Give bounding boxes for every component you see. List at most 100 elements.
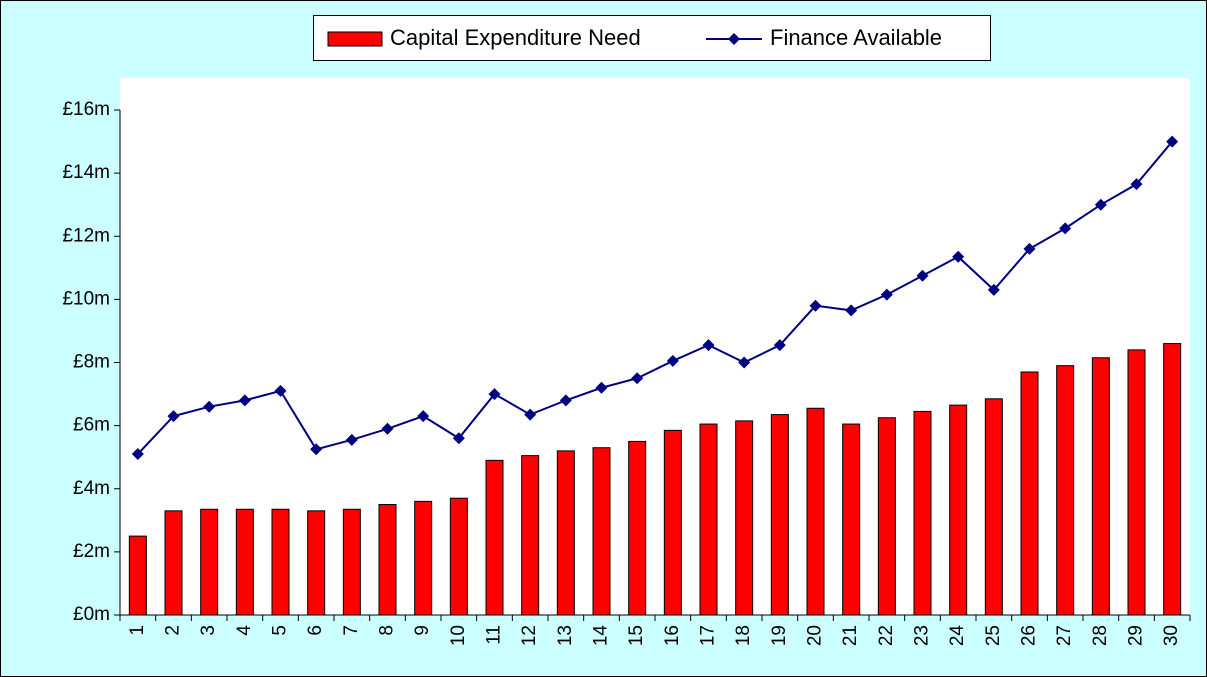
marker [203,400,216,413]
marker [1166,135,1179,148]
bar [806,407,825,616]
x-tick-label: 2 [163,625,184,636]
bar [1020,371,1039,616]
plot-area [120,78,1190,615]
bar [378,504,397,616]
marker [559,394,572,407]
marker [702,339,715,352]
marker [1130,178,1143,191]
x-tick-label: 20 [805,625,826,646]
x-tick-label: 14 [591,625,612,647]
x-tick-label: 30 [1161,625,1182,646]
y-tick-label: £8m [73,352,110,373]
x-tick-label: 17 [698,625,719,646]
marker [916,269,929,282]
y-tick-label: £6m [73,415,110,436]
bar [842,423,861,616]
marker [131,448,144,461]
bar [592,447,611,616]
marker [773,339,786,352]
legend-box [313,15,991,61]
x-tick-label: 19 [769,625,790,646]
bar [1163,343,1182,616]
bar [1091,357,1110,616]
bar [1056,365,1075,616]
legend-label: Finance Available [770,25,942,50]
marker [809,299,822,312]
x-tick-label: 16 [662,625,683,646]
line [137,140,1173,455]
marker [1059,222,1072,235]
marker [238,394,251,407]
marker [880,288,893,301]
bar [877,417,896,616]
marker [167,410,180,423]
x-tick-label: 15 [626,625,647,646]
bar [913,410,932,616]
x-tick-label: 28 [1090,625,1111,646]
bar [984,398,1003,616]
marker [631,372,644,385]
marker [738,356,751,369]
x-tick-label: 7 [341,625,362,636]
x-tick-label: 11 [484,625,505,645]
legend-swatch [327,31,383,47]
bar [1127,349,1146,616]
x-tick-label: 12 [519,625,540,646]
marker [845,304,858,317]
marker [952,250,965,263]
bar [200,508,219,616]
bar [699,423,718,616]
bar [449,497,468,616]
x-tick-label: 8 [377,625,398,636]
marker [488,388,501,401]
x-tick-label: 26 [1019,625,1040,646]
y-tick-label: £4m [73,478,110,499]
bar [307,510,326,616]
x-tick-label: 29 [1126,625,1147,646]
legend-marker [728,33,740,45]
marker [310,443,323,456]
bar [414,500,433,616]
bar [485,459,504,616]
marker [1094,198,1107,211]
y-tick-label: £12m [62,225,110,246]
marker [345,433,358,446]
marker [381,422,394,435]
bar [521,455,540,616]
bar [735,420,754,616]
x-tick-label: 27 [1054,625,1075,646]
marker [595,381,608,394]
bar [235,508,254,616]
x-tick-label: 21 [840,625,861,646]
marker [987,283,1000,296]
bar [556,450,575,616]
marker [524,408,537,421]
x-tick-label: 10 [448,625,469,646]
marker [274,384,287,397]
x-tick-label: 5 [270,625,291,636]
y-tick-label: £2m [73,541,110,562]
x-tick-label: 23 [912,625,933,646]
bar [271,508,290,616]
y-tick-label: £10m [62,288,110,309]
x-tick-label: 13 [555,625,576,646]
x-tick-label: 25 [983,625,1004,646]
x-tick-label: 1 [127,625,148,636]
bar [770,414,789,616]
bar [164,510,183,616]
y-tick-label: £14m [62,162,110,183]
x-tick-label: 22 [876,625,897,646]
bar [628,440,647,616]
bar [949,404,968,616]
marker [417,410,430,423]
x-tick-label: 4 [234,625,255,636]
marker [452,432,465,445]
legend-label: Capital Expenditure Need [390,25,641,50]
marker [666,354,679,367]
bar [663,429,682,616]
y-tick-label: £0m [73,604,110,625]
bar [342,508,361,616]
x-tick-label: 6 [305,625,326,636]
